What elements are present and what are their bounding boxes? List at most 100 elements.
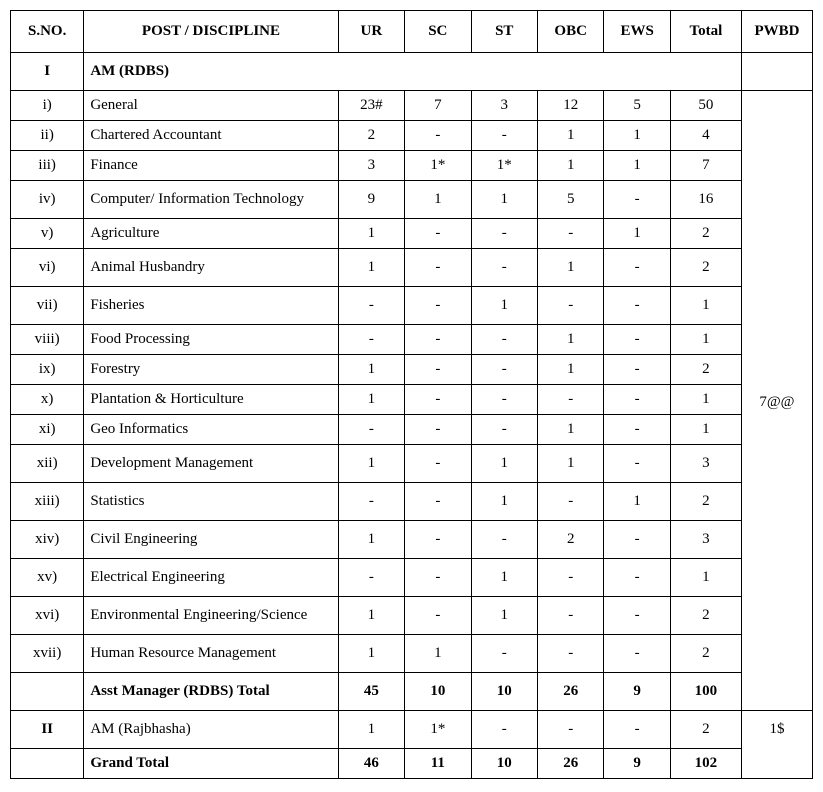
cell-sc: - (405, 385, 471, 415)
cell-ur: 1 (338, 597, 404, 635)
cell-obc: - (537, 385, 603, 415)
cell-ur: - (338, 483, 404, 521)
cell-sno: xvi) (11, 597, 84, 635)
cell-sc: - (405, 355, 471, 385)
table-row: v)Agriculture1---12 (11, 219, 813, 249)
cell-obc: - (537, 287, 603, 325)
cell-total: 7 (670, 151, 741, 181)
cell-ews: - (604, 559, 670, 597)
cell-sc: 1* (405, 151, 471, 181)
cell-total: 2 (670, 597, 741, 635)
cell-sno: xv) (11, 559, 84, 597)
cell-sno: x) (11, 385, 84, 415)
cell-st: - (471, 385, 537, 415)
cell-st: - (471, 711, 537, 749)
cell-sno: iv) (11, 181, 84, 219)
cell-sc: - (405, 287, 471, 325)
table-row: xii)Development Management1-11-3 (11, 445, 813, 483)
table-row: xv)Electrical Engineering--1--1 (11, 559, 813, 597)
cell-total: 2 (670, 355, 741, 385)
cell-sno: i) (11, 91, 84, 121)
cell-sno: xiv) (11, 521, 84, 559)
section-1-pwbd: 7@@ (741, 91, 812, 711)
cell-obc: 1 (537, 249, 603, 287)
cell-sc: - (405, 121, 471, 151)
section-1-header: IAM (RDBS) (11, 53, 813, 91)
cell-st: - (471, 635, 537, 673)
cell-ews: - (604, 415, 670, 445)
vacancy-table: S.NO. POST / DISCIPLINE UR SC ST OBC EWS… (10, 10, 813, 779)
cell-sc: - (405, 445, 471, 483)
cell-sno: iii) (11, 151, 84, 181)
cell-total: 1 (670, 415, 741, 445)
cell-obc: - (537, 635, 603, 673)
cell-post: Food Processing (84, 325, 338, 355)
header-obc: OBC (537, 11, 603, 53)
header-row: S.NO. POST / DISCIPLINE UR SC ST OBC EWS… (11, 11, 813, 53)
cell-ews: 1 (604, 151, 670, 181)
cell-ur: 3 (338, 151, 404, 181)
cell-st: - (471, 355, 537, 385)
cell-obc: 1 (537, 325, 603, 355)
cell-ews: - (604, 385, 670, 415)
cell-obc: 5 (537, 181, 603, 219)
cell-sc: - (405, 249, 471, 287)
cell-sc: 11 (405, 749, 471, 779)
cell-total: 102 (670, 749, 741, 779)
table-row: iv)Computer/ Information Technology9115-… (11, 181, 813, 219)
cell-ews: - (604, 445, 670, 483)
cell-total: 1 (670, 385, 741, 415)
cell-total: 2 (670, 219, 741, 249)
cell-total: 50 (670, 91, 741, 121)
cell-ur: - (338, 415, 404, 445)
grand-total-row: Grand Total461110269102 (11, 749, 813, 779)
cell-ur: 1 (338, 385, 404, 415)
cell-obc: 1 (537, 121, 603, 151)
cell-ews: 9 (604, 749, 670, 779)
table-row: vi)Animal Husbandry1--1-2 (11, 249, 813, 287)
section-2-row: IIAM (Rajbhasha)11*---21$ (11, 711, 813, 749)
cell-obc: 1 (537, 151, 603, 181)
section-1-title: AM (RDBS) (84, 53, 742, 91)
cell-ews: - (604, 711, 670, 749)
cell-ews: - (604, 181, 670, 219)
cell-ur: 2 (338, 121, 404, 151)
cell-st: 10 (471, 673, 537, 711)
cell-total: 2 (670, 711, 741, 749)
cell-ur: - (338, 559, 404, 597)
cell-ur: 1 (338, 445, 404, 483)
cell-st: 1 (471, 559, 537, 597)
cell-ews: - (604, 287, 670, 325)
header-pwbd: PWBD (741, 11, 812, 53)
cell-ur: 1 (338, 219, 404, 249)
cell-post: Geo Informatics (84, 415, 338, 445)
cell-obc: - (537, 711, 603, 749)
cell-st: 10 (471, 749, 537, 779)
cell-total: 4 (670, 121, 741, 151)
cell-st: 1* (471, 151, 537, 181)
cell-post: Forestry (84, 355, 338, 385)
cell-post: Grand Total (84, 749, 338, 779)
cell-post: Electrical Engineering (84, 559, 338, 597)
cell-ur: - (338, 287, 404, 325)
cell-obc: 12 (537, 91, 603, 121)
cell-obc: 26 (537, 673, 603, 711)
cell-obc: - (537, 559, 603, 597)
cell-sno (11, 673, 84, 711)
cell-sno: vii) (11, 287, 84, 325)
cell-post: Statistics (84, 483, 338, 521)
table-body: IAM (RDBS)i)General23#73125507@@ii)Chart… (11, 53, 813, 779)
cell-st: 1 (471, 181, 537, 219)
cell-ews: - (604, 597, 670, 635)
cell-obc: - (537, 597, 603, 635)
cell-total: 2 (670, 483, 741, 521)
cell-sno: v) (11, 219, 84, 249)
header-ews: EWS (604, 11, 670, 53)
table-row: viii)Food Processing---1-1 (11, 325, 813, 355)
cell-sc: 10 (405, 673, 471, 711)
cell-total: 2 (670, 635, 741, 673)
cell-sc: - (405, 521, 471, 559)
cell-sno: ii) (11, 121, 84, 151)
cell-st: - (471, 121, 537, 151)
cell-ews: - (604, 355, 670, 385)
